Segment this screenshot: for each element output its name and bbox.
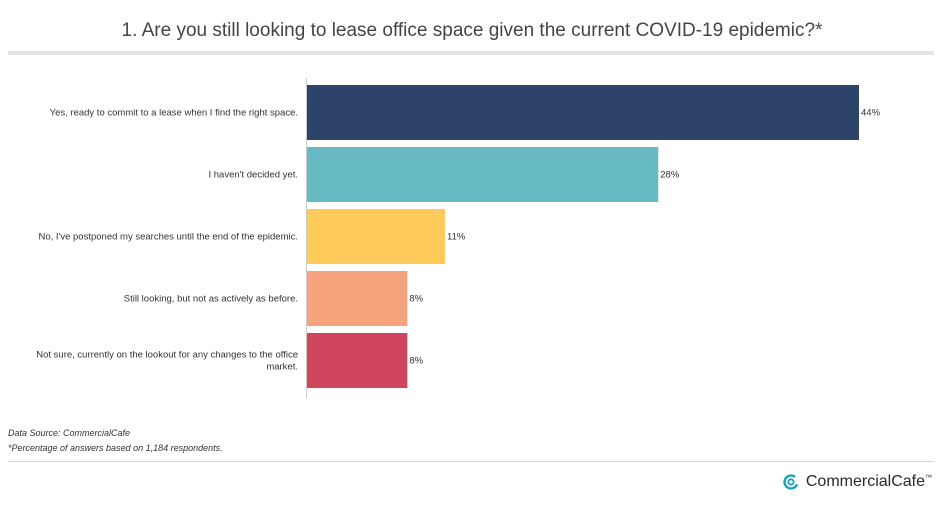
- commercialcafe-logo-icon: [783, 474, 799, 490]
- chart-title: 1. Are you still looking to lease office…: [121, 20, 823, 41]
- logo-wordmark: CommercialCafe™: [805, 473, 932, 490]
- category-label-4: Still looking, but not as actively as be…: [124, 294, 298, 305]
- commercialcafe-logo: CommercialCafe™: [782, 473, 932, 491]
- category-label-1: Yes, ready to commit to a lease when I f…: [50, 108, 298, 119]
- bar-2: [307, 147, 659, 202]
- value-label-5: 8%: [409, 356, 423, 367]
- bar-3: [307, 209, 445, 264]
- category-label-2: I haven't decided yet.: [209, 170, 299, 181]
- bar-chart: 44% Yes, ready to commit to a lease when …: [36, 78, 881, 398]
- value-label-1: 44%: [861, 108, 881, 119]
- value-label-2: 28%: [660, 170, 680, 181]
- title-divider: [8, 51, 934, 55]
- footer-divider: [8, 461, 934, 462]
- bar-5: [307, 333, 408, 388]
- category-label-3: No, I've postponed my searches until the…: [38, 232, 298, 243]
- category-label-5: Not sure, currently on the lookout for a…: [36, 350, 298, 373]
- data-source-note: Data Source: CommercialCafe: [8, 428, 131, 438]
- bar-4: [307, 271, 408, 326]
- value-label-3: 11%: [447, 232, 466, 243]
- chart-notes: Data Source: CommercialCafe *Percentage …: [8, 426, 223, 455]
- respondents-footnote: *Percentage of answers based on 1,184 re…: [8, 442, 223, 453]
- value-label-4: 8%: [409, 294, 423, 305]
- bar-1: [307, 85, 859, 140]
